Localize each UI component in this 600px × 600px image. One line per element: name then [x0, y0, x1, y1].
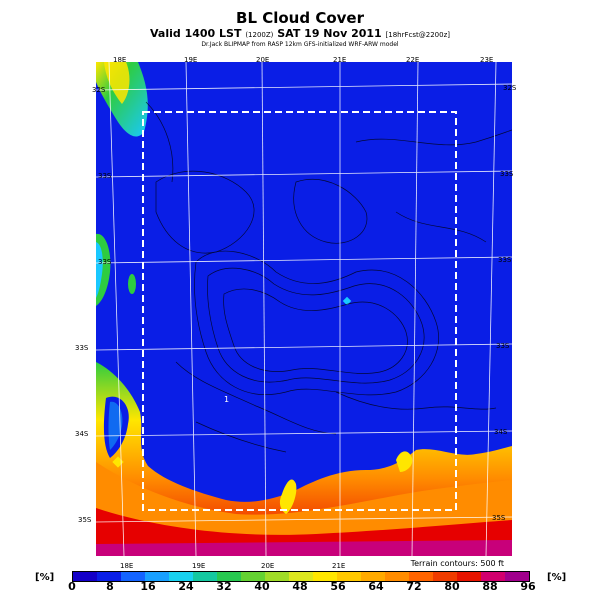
terrain-contour-note: Terrain contours: 500 ft: [410, 559, 504, 568]
colorbar-tick-label: 24: [178, 580, 194, 593]
valid-prefix: Valid 1400 LST: [150, 27, 242, 40]
colorbar-segment: [97, 572, 121, 581]
colorbar-tick-label: 40: [254, 580, 270, 593]
lat-label-left: 34S: [75, 430, 89, 438]
colorbar-segment: [169, 572, 193, 581]
colorbar-segment: [505, 572, 529, 581]
colorbar-segment: [145, 572, 169, 581]
colorbar-segment: [433, 572, 457, 581]
colorbar-tick-label: 64: [368, 580, 384, 593]
terrain-contours: [145, 101, 512, 453]
lon-label-top: 19E: [184, 56, 198, 64]
lon-label-bottom: 18E: [120, 562, 134, 570]
legend-unit-left: [%]: [35, 572, 55, 583]
lon-label-top: 23E: [480, 56, 494, 64]
lat-label-right: 35S: [492, 514, 506, 522]
cloud-cover-map: 1: [96, 62, 512, 556]
lat-label-right: 32S: [503, 84, 517, 92]
lat-label-left: 35S: [78, 516, 92, 524]
colorbar-segment: [361, 572, 385, 581]
lon-label-bottom: 21E: [332, 562, 346, 570]
colorbar-segment: [481, 572, 505, 581]
colorbar-segment: [289, 572, 313, 581]
colorbar-segment: [409, 572, 433, 581]
lat-label-right: 34S: [494, 428, 508, 436]
colorbar-tick-label: 56: [330, 580, 346, 593]
colorbar-segment: [73, 572, 97, 581]
lon-label-top: 22E: [406, 56, 420, 64]
lon-label-top: 20E: [256, 56, 270, 64]
colorbar-tick-label: 88: [482, 580, 498, 593]
colorbar-tick-label: 16: [140, 580, 156, 593]
colorbar-tick-label: 32: [216, 580, 232, 593]
chart-title: BL Cloud Cover: [236, 9, 364, 27]
forecast-note: [18hrFcst@2200z]: [385, 31, 450, 39]
colorbar-tick-label: 72: [406, 580, 422, 593]
lat-label-right: 33S: [500, 170, 514, 178]
lat-label-right: 33S: [498, 256, 512, 264]
colorbar-tick-label: 0: [68, 580, 76, 593]
lat-label-left: 33S: [98, 172, 112, 180]
colorbar-segment: [121, 572, 145, 581]
inner-domain-box: [142, 111, 457, 511]
model-credit: Dr.Jack BLIPMAP from RASP 12km GFS-initi…: [201, 41, 399, 48]
colorbar-segment: [265, 572, 289, 581]
valid-time-line: Valid 1400 LST (1200Z) SAT 19 Nov 2011 […: [0, 27, 600, 40]
colorbar-tick-label: 80: [444, 580, 460, 593]
colorbar-segment: [457, 572, 481, 581]
valid-utc: (1200Z): [245, 31, 274, 39]
graticule: [96, 62, 512, 556]
lat-label-left: 33S: [98, 258, 112, 266]
colorbar-ticks: 0 8 16 24 32 40 48 56 64 72 80 88 96: [68, 580, 535, 596]
colorbar-tick-label: 96: [520, 580, 536, 593]
lon-label-bottom: 19E: [192, 562, 206, 570]
colorbar-segment: [193, 572, 217, 581]
legend-unit-right: [%]: [547, 572, 567, 583]
colorbar-segment: [337, 572, 361, 581]
lon-label-top: 18E: [113, 56, 127, 64]
lat-label-left: 32S: [92, 86, 106, 94]
colorbar-segment: [385, 572, 409, 581]
lat-label-right: 33S: [496, 342, 510, 350]
valid-date: SAT 19 Nov 2011: [277, 27, 382, 40]
lat-label-left: 33S: [75, 344, 89, 352]
colorbar-tick-label: 48: [292, 580, 308, 593]
colorbar-segment: [217, 572, 241, 581]
colorbar-segment: [241, 572, 265, 581]
colorbar-segment: [313, 572, 337, 581]
lon-label-top: 21E: [333, 56, 347, 64]
colorbar: [72, 571, 530, 582]
lon-label-bottom: 20E: [261, 562, 275, 570]
point-label: 1: [224, 395, 229, 404]
colorbar-tick-label: 8: [106, 580, 114, 593]
